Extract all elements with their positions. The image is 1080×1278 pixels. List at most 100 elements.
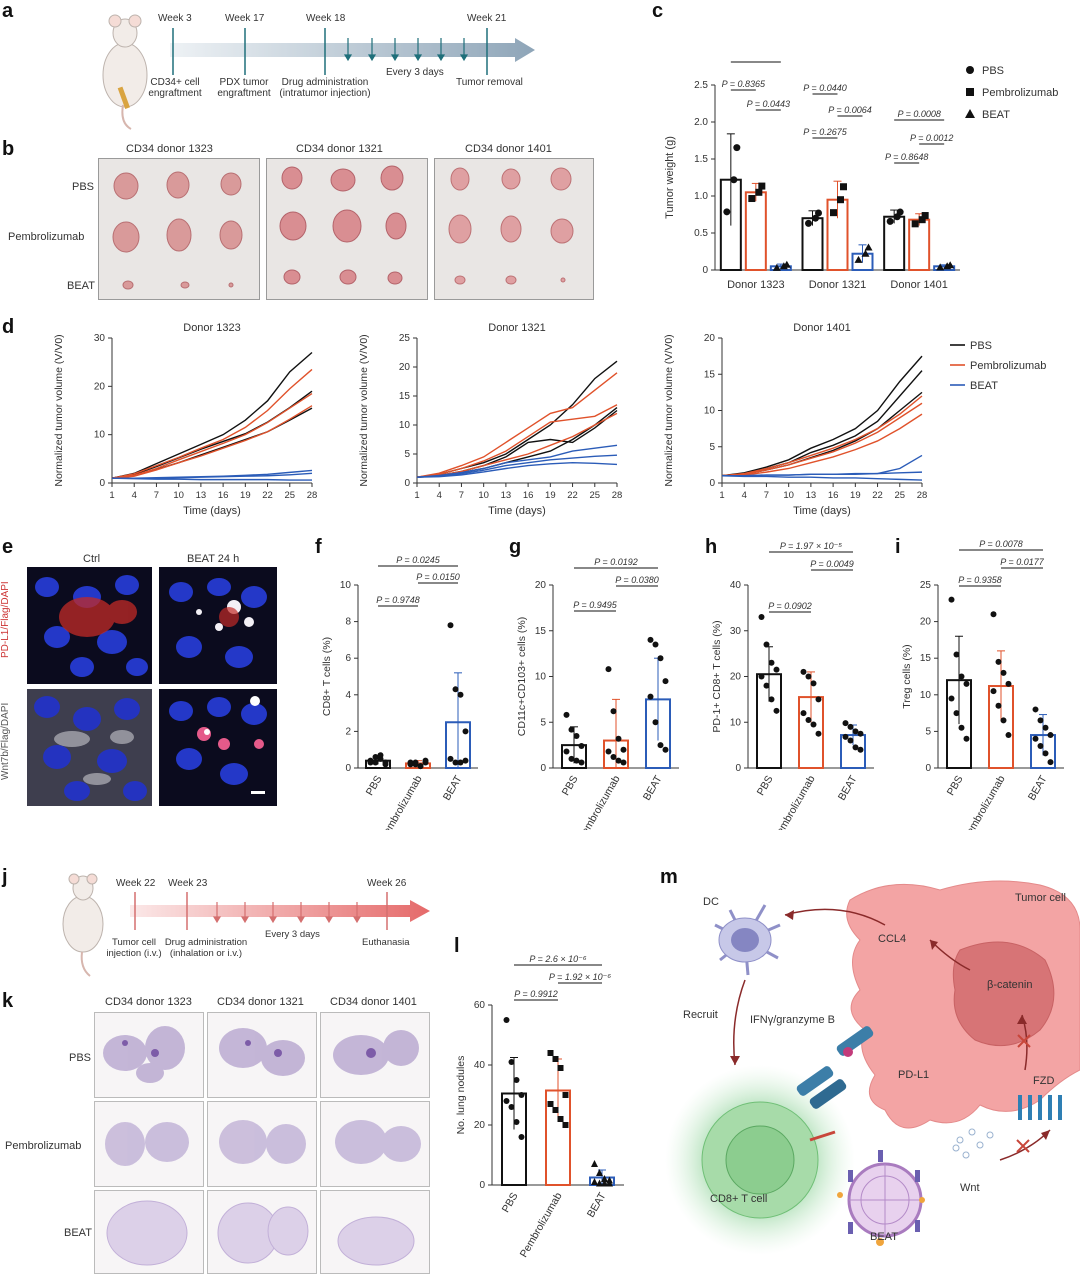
data-point bbox=[457, 759, 464, 766]
y-tick-label: 0 bbox=[925, 763, 931, 774]
y-tick-label: 2.5 bbox=[694, 80, 708, 91]
legend-marker bbox=[966, 88, 974, 96]
data-point bbox=[768, 696, 775, 703]
y-tick-label: 2.0 bbox=[694, 117, 708, 128]
data-point bbox=[1032, 706, 1039, 713]
tumor-nucleus bbox=[952, 941, 1055, 1047]
x-tick-label: 25 bbox=[589, 490, 600, 501]
tumor-photo bbox=[434, 158, 594, 300]
histology-tile bbox=[207, 1190, 317, 1274]
histology-tile bbox=[94, 1190, 204, 1274]
x-tick-label: BEAT bbox=[441, 773, 465, 803]
series-line bbox=[721, 475, 923, 481]
y-tick-label: 40 bbox=[730, 580, 742, 591]
y-axis-label: PD-1+ CD8+ T cells (%) bbox=[711, 620, 723, 732]
x-tick-label: 16 bbox=[523, 490, 534, 501]
data-point bbox=[958, 673, 965, 680]
chart-h: 0 10 20 30 40 PD-1+ CD8+ T cells (%) PBSPembro… bbox=[711, 541, 874, 830]
row-label-e: Wnt7b/Flag/DAPI bbox=[0, 702, 11, 780]
data-point bbox=[462, 757, 469, 764]
data-point bbox=[573, 757, 580, 764]
p-value-label: P = 0.0902 bbox=[768, 601, 811, 611]
y-axis-label: No. lung nodules bbox=[455, 1056, 467, 1135]
chart-title: Donor 1321 bbox=[488, 322, 546, 334]
data-point bbox=[372, 759, 379, 766]
p-value-label: P = 0.0223 bbox=[734, 60, 777, 61]
x-tick-label: 13 bbox=[806, 490, 817, 501]
y-tick-label: 0 bbox=[702, 265, 708, 276]
histology-tile bbox=[94, 1101, 204, 1187]
wnt-molecules bbox=[952, 1128, 994, 1159]
panel-letter-e: e bbox=[2, 536, 14, 558]
micrograph-ctrl-wnt7b bbox=[27, 689, 152, 806]
data-point bbox=[854, 255, 863, 263]
y-tick-label: 5 bbox=[709, 442, 715, 453]
p-value-label: P = 0.0150 bbox=[416, 572, 459, 582]
series-line bbox=[722, 471, 923, 477]
data-point bbox=[748, 195, 756, 203]
legend-marker bbox=[965, 109, 975, 118]
chart-c: 0 0.5 1.0 1.5 2.0 2.5 Tumor weight (g) Donor 13… bbox=[664, 60, 1058, 291]
x-tick-label: 28 bbox=[917, 490, 928, 501]
x-tick-label: 25 bbox=[284, 490, 295, 501]
series-line bbox=[111, 368, 313, 479]
y-tick-label: 0 bbox=[709, 478, 715, 489]
data-point bbox=[1000, 669, 1007, 676]
data-point bbox=[815, 209, 822, 217]
panel-letter-j: j bbox=[2, 866, 8, 888]
x-tick-label: Donor 1323 bbox=[727, 279, 785, 291]
histology-tile bbox=[320, 1101, 430, 1187]
data-point bbox=[773, 707, 780, 714]
series-line bbox=[111, 477, 312, 481]
y-tick-label: 15 bbox=[535, 626, 547, 637]
data-point bbox=[1047, 732, 1054, 739]
series-line bbox=[111, 351, 313, 479]
panel-letter-m: m bbox=[660, 866, 678, 888]
data-point bbox=[911, 220, 919, 228]
data-point bbox=[805, 219, 812, 227]
x-tick-label: PBS bbox=[500, 1191, 521, 1215]
y-tick-label: 6 bbox=[345, 653, 351, 664]
data-point bbox=[601, 1175, 608, 1182]
data-point bbox=[457, 691, 464, 698]
data-point bbox=[852, 744, 859, 751]
data-point bbox=[1005, 732, 1012, 739]
donor-title: CD34 donor 1401 bbox=[330, 996, 417, 1008]
data-point bbox=[591, 1178, 598, 1185]
data-point bbox=[578, 759, 585, 766]
donor-title: CD34 donor 1321 bbox=[296, 143, 383, 155]
y-tick-label: 10 bbox=[399, 420, 411, 431]
x-tick-label: BEAT bbox=[836, 773, 860, 803]
data-point bbox=[948, 596, 955, 603]
fzd-receptor bbox=[1018, 1095, 1062, 1120]
x-tick-label: 25 bbox=[894, 490, 905, 501]
event-label: CD34+ cell engraftment bbox=[148, 77, 202, 99]
data-point bbox=[948, 695, 955, 702]
p-value-label: P = 0.0078 bbox=[979, 540, 1022, 549]
y-tick-label: 5 bbox=[540, 717, 546, 728]
data-point bbox=[578, 743, 585, 750]
series-line bbox=[721, 395, 923, 477]
data-point bbox=[647, 693, 654, 700]
y-tick-label: 0 bbox=[345, 763, 351, 774]
data-point bbox=[513, 1077, 520, 1083]
diagram-label-recruit: Recruit bbox=[683, 1009, 718, 1021]
y-tick-label: 10 bbox=[535, 672, 547, 683]
p-value-label: P = 0.0008 bbox=[897, 109, 940, 119]
data-point bbox=[610, 708, 617, 715]
data-point bbox=[1047, 759, 1054, 766]
y-tick-label: 25 bbox=[399, 333, 411, 344]
y-tick-label: 20 bbox=[474, 1120, 486, 1131]
x-tick-label: PBS bbox=[755, 774, 776, 798]
y-tick-label: 15 bbox=[399, 391, 411, 402]
series-line bbox=[416, 454, 618, 478]
week-label: Week 18 bbox=[306, 13, 346, 24]
x-tick-label: 4 bbox=[132, 490, 137, 501]
mouse-illustration-a bbox=[102, 14, 148, 130]
diagram-label-wnt: Wnt bbox=[960, 1182, 980, 1194]
data-point bbox=[620, 746, 627, 753]
data-point bbox=[782, 260, 791, 268]
data-point bbox=[995, 702, 1002, 709]
panel-letter-h: h bbox=[705, 536, 718, 558]
y-tick-label: 0 bbox=[540, 763, 546, 774]
